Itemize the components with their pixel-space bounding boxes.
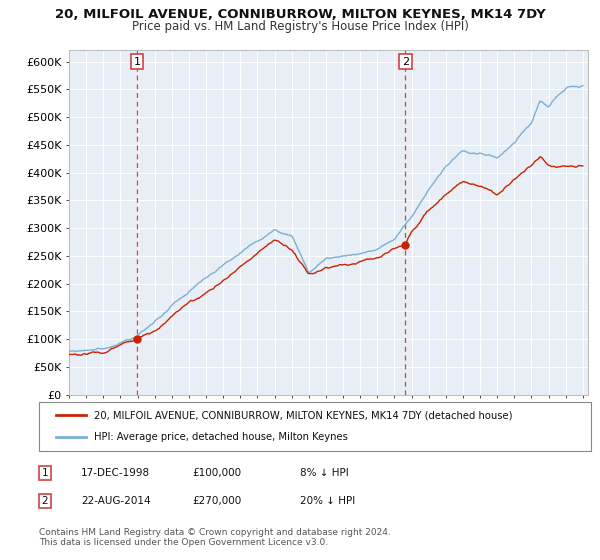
Text: 2: 2 [41, 496, 49, 506]
Text: 1: 1 [133, 57, 140, 67]
Text: 22-AUG-2014: 22-AUG-2014 [81, 496, 151, 506]
FancyBboxPatch shape [39, 402, 591, 451]
Text: 8% ↓ HPI: 8% ↓ HPI [300, 468, 349, 478]
Text: 17-DEC-1998: 17-DEC-1998 [81, 468, 150, 478]
Text: 1: 1 [41, 468, 49, 478]
Text: £100,000: £100,000 [192, 468, 241, 478]
Text: £270,000: £270,000 [192, 496, 241, 506]
Text: 20, MILFOIL AVENUE, CONNIBURROW, MILTON KEYNES, MK14 7DY (detached house): 20, MILFOIL AVENUE, CONNIBURROW, MILTON … [94, 410, 513, 421]
Text: 2: 2 [402, 57, 409, 67]
Text: 20, MILFOIL AVENUE, CONNIBURROW, MILTON KEYNES, MK14 7DY: 20, MILFOIL AVENUE, CONNIBURROW, MILTON … [55, 8, 545, 21]
Text: Price paid vs. HM Land Registry's House Price Index (HPI): Price paid vs. HM Land Registry's House … [131, 20, 469, 32]
Text: Contains HM Land Registry data © Crown copyright and database right 2024.
This d: Contains HM Land Registry data © Crown c… [39, 528, 391, 547]
Text: HPI: Average price, detached house, Milton Keynes: HPI: Average price, detached house, Milt… [94, 432, 348, 442]
Text: 20% ↓ HPI: 20% ↓ HPI [300, 496, 355, 506]
